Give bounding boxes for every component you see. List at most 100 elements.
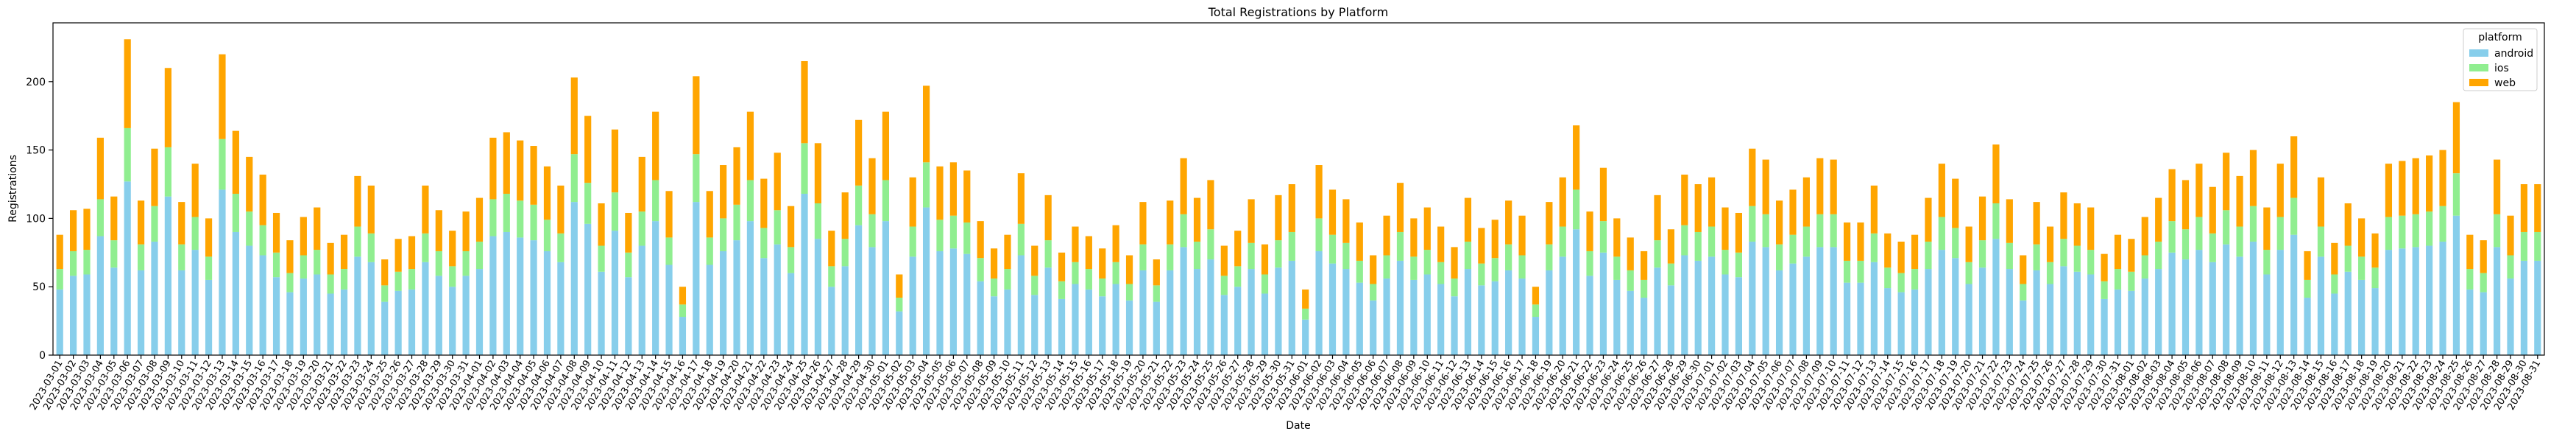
bar-segment bbox=[1654, 240, 1661, 268]
bar-segment bbox=[1884, 233, 1892, 268]
bar-segment bbox=[1410, 218, 1418, 257]
bar-segment bbox=[1464, 241, 1472, 270]
y-axis-label: Registrations bbox=[7, 155, 19, 222]
bar-segment bbox=[1017, 255, 1025, 355]
bar-segment bbox=[1193, 269, 1201, 355]
bar-segment bbox=[2358, 218, 2366, 257]
bar-segment bbox=[1099, 248, 1106, 279]
bar-segment bbox=[2412, 158, 2419, 214]
bar-segment bbox=[2344, 271, 2352, 355]
bar-segment bbox=[1627, 290, 1634, 355]
legend-label: ios bbox=[2494, 63, 2509, 74]
bar-segment bbox=[665, 264, 673, 355]
bar-segment bbox=[814, 143, 822, 203]
bar-segment bbox=[2114, 289, 2122, 355]
bar-segment bbox=[2304, 298, 2311, 355]
legend-label: android bbox=[2494, 48, 2533, 60]
bar-segment bbox=[1248, 242, 1255, 270]
bar-segment bbox=[2006, 199, 2013, 243]
bar-segment bbox=[1911, 234, 1919, 270]
bar-segment bbox=[909, 177, 916, 227]
bar-segment bbox=[1031, 245, 1038, 276]
bar-segment bbox=[1004, 234, 1011, 270]
bar-segment bbox=[2439, 206, 2446, 242]
bar-segment bbox=[557, 185, 565, 234]
bar-segment bbox=[1275, 240, 1282, 268]
bar-segment bbox=[543, 166, 551, 220]
bar-segment bbox=[1843, 222, 1851, 261]
bar-segment bbox=[1681, 175, 1688, 225]
bar-segment bbox=[1248, 269, 1255, 355]
bar-segment bbox=[949, 215, 957, 249]
bar-segment bbox=[990, 248, 998, 279]
bar-segment bbox=[841, 239, 849, 267]
bar-segment bbox=[503, 231, 510, 355]
bar-segment bbox=[517, 200, 524, 238]
bar-segment bbox=[246, 211, 253, 246]
bar-segment bbox=[178, 244, 185, 270]
bar-segment bbox=[1505, 244, 1512, 270]
bar-segment bbox=[2304, 279, 2311, 298]
bar-segment bbox=[2033, 244, 2040, 270]
bar-segment bbox=[1641, 298, 1648, 355]
bar-segment bbox=[2168, 221, 2176, 253]
bar-segment bbox=[2452, 173, 2460, 216]
bar-segment bbox=[2452, 215, 2460, 355]
bar-segment bbox=[286, 273, 294, 292]
bar-segment bbox=[1044, 240, 1052, 268]
bar-segment bbox=[2101, 253, 2108, 281]
bar-segment bbox=[1478, 263, 1485, 286]
bar-segment bbox=[56, 234, 63, 270]
bar-segment bbox=[868, 158, 876, 214]
bar-segment bbox=[517, 237, 524, 355]
bar-segment bbox=[517, 140, 524, 201]
bar-segment bbox=[909, 226, 916, 257]
bar-segment bbox=[2331, 293, 2338, 355]
bar-segment bbox=[1789, 263, 1797, 355]
bar-segment bbox=[679, 304, 687, 318]
bar-segment bbox=[1816, 247, 1824, 355]
bar-segment bbox=[1694, 184, 1702, 232]
bar-segment bbox=[1613, 218, 1621, 257]
bar-segment bbox=[151, 241, 158, 355]
bar-segment bbox=[2236, 226, 2243, 257]
bar-segment bbox=[1735, 277, 1742, 355]
bar-segment bbox=[1708, 177, 1716, 227]
bar-segment bbox=[1423, 250, 1431, 275]
bar-segment bbox=[2317, 226, 2325, 257]
bar-segment bbox=[1044, 195, 1052, 241]
bar-segment bbox=[232, 231, 239, 355]
bar-segment bbox=[1762, 214, 1769, 248]
bar-segment bbox=[1518, 215, 1526, 256]
bar-segment bbox=[1802, 226, 1810, 257]
bar-segment bbox=[1139, 244, 1147, 270]
bar-segment bbox=[503, 132, 510, 194]
bar-segment bbox=[1925, 197, 1932, 242]
bar-segment bbox=[1641, 250, 1648, 280]
bar-segment bbox=[1681, 225, 1688, 256]
bar-segment bbox=[1261, 274, 1269, 294]
bar-segment bbox=[2276, 164, 2284, 217]
bar-segment bbox=[2412, 214, 2419, 248]
bar-segment bbox=[1667, 229, 1675, 264]
bar-segment bbox=[1315, 218, 1323, 251]
bar-segment bbox=[2263, 207, 2271, 250]
legend-swatch bbox=[2469, 79, 2488, 86]
bar-segment bbox=[475, 269, 484, 355]
bar-segment bbox=[1004, 289, 1011, 355]
bar-segment bbox=[394, 271, 402, 291]
bar-segment bbox=[855, 119, 863, 186]
bar-segment bbox=[1451, 247, 1458, 279]
bar-segment bbox=[1857, 282, 1864, 355]
bar-segment bbox=[1532, 304, 1540, 318]
bar-segment bbox=[1667, 263, 1675, 286]
bar-segment bbox=[693, 154, 700, 203]
bar-segment bbox=[408, 269, 416, 290]
bar-segment bbox=[1965, 284, 1972, 355]
bar-segment bbox=[679, 287, 687, 305]
bar-segment bbox=[1952, 258, 1959, 355]
bar-segment bbox=[1207, 180, 1214, 230]
bar-segment bbox=[2290, 234, 2298, 355]
bar-segment bbox=[1911, 269, 1919, 290]
bar-segment bbox=[2358, 256, 2366, 280]
